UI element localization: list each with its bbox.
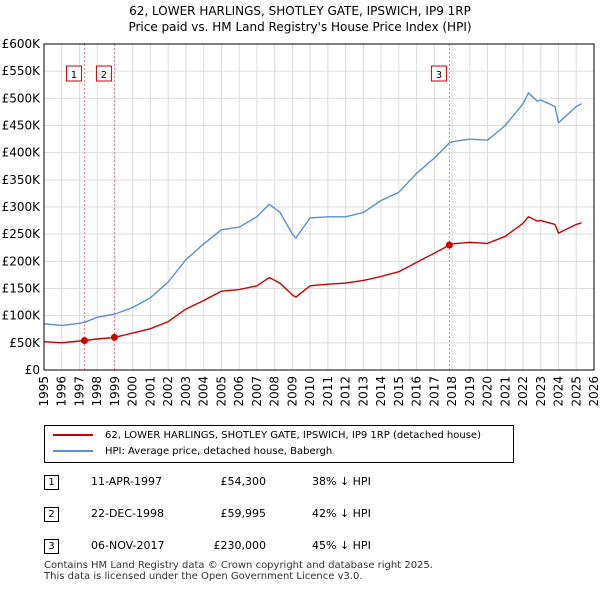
sale-point <box>445 241 453 249</box>
footer-licence: This data is licensed under the Open Gov… <box>44 571 363 582</box>
x-tick-label: 2023 <box>534 376 548 407</box>
x-tick-label: 2004 <box>197 376 211 407</box>
legend: 62, LOWER HARLINGS, SHOTLEY GATE, IPSWIC… <box>44 425 514 463</box>
x-tick-label: 1998 <box>90 376 104 407</box>
sale-date: 11-APR-1997 <box>91 475 163 488</box>
x-tick-label: 2019 <box>463 376 477 407</box>
sale-marker-box <box>95 65 112 82</box>
sale-point <box>110 333 118 341</box>
legend-item-hpi: HPI: Average price, detached house, Babe… <box>53 445 332 459</box>
y-tick-label: £250K <box>2 227 42 241</box>
x-tick-label: 2015 <box>392 376 406 407</box>
y-tick-label: £100K <box>2 309 42 323</box>
y-tick-label: £200K <box>2 254 42 268</box>
x-tick-label: 2003 <box>179 376 193 407</box>
x-tick-label: 2013 <box>356 376 370 407</box>
x-tick-label: 2008 <box>268 376 282 407</box>
sale-hpi-diff: 42% ↓ HPI <box>312 507 371 520</box>
x-tick-label: 1996 <box>55 376 69 407</box>
legend-swatch-property <box>53 434 93 436</box>
x-tick-label: 1995 <box>37 376 51 407</box>
sale-marker-box <box>65 65 82 82</box>
y-tick-label: £0 <box>25 363 40 377</box>
y-tick-label: £550K <box>2 64 42 78</box>
sale-marker-label: 2 <box>101 70 107 81</box>
x-tick-label: 2007 <box>250 376 264 407</box>
hpi-line <box>43 92 582 327</box>
sale-marker-label: 3 <box>436 70 442 81</box>
sale-marker-box <box>430 65 447 82</box>
x-tick-label: 2002 <box>161 376 175 407</box>
legend-label-property: 62, LOWER HARLINGS, SHOTLEY GATE, IPSWIC… <box>105 430 481 441</box>
x-tick-label: 2021 <box>498 376 512 407</box>
sale-number-badge: 3 <box>44 539 59 554</box>
x-tick-label: 1999 <box>108 376 122 407</box>
x-tick-label: 2025 <box>569 376 583 407</box>
x-tick-label: 2017 <box>427 376 441 407</box>
sale-hpi-diff: 45% ↓ HPI <box>312 539 371 552</box>
sale-price: £54,300 <box>220 475 267 488</box>
price-chart: £0 £50K £100K £150K £200K £250K £300K £350K £400… <box>2 37 600 407</box>
property-price-line <box>43 216 582 344</box>
x-tick-label: 2024 <box>552 376 566 407</box>
x-tick-label: 2005 <box>214 376 228 407</box>
sale-date: 06-NOV-2017 <box>91 539 165 552</box>
sale-marker-label: 1 <box>71 70 77 81</box>
sale-price: £59,995 <box>220 507 267 520</box>
chart-subtitle: Price paid vs. HM Land Registry's House … <box>128 20 472 34</box>
x-tick-label: 2022 <box>516 376 530 407</box>
footer: Contains HM Land Registry data © Crown c… <box>44 560 433 582</box>
sale-point <box>80 336 88 344</box>
plot-frame <box>43 43 595 371</box>
sale-date: 22-DEC-1998 <box>91 507 165 520</box>
y-tick-label: £500K <box>2 91 42 105</box>
x-tick-label: 1997 <box>72 376 86 407</box>
x-tick-label: 2026 <box>587 376 600 407</box>
legend-swatch-hpi <box>53 450 93 452</box>
y-tick-label: £450K <box>2 119 42 133</box>
y-tick-label: £600K <box>2 37 42 51</box>
x-tick-label: 2000 <box>126 376 140 407</box>
legend-label-hpi: HPI: Average price, detached house, Babe… <box>105 446 333 457</box>
x-tick-label: 2006 <box>232 376 246 407</box>
x-tick-label: 2010 <box>303 376 317 407</box>
x-tick-label: 2020 <box>481 376 495 407</box>
y-tick-label: £350K <box>2 173 42 187</box>
x-tick-label: 2016 <box>410 376 424 407</box>
y-tick-label: £150K <box>2 282 42 296</box>
sale-number-badge: 2 <box>44 507 59 522</box>
sale-price: £230,000 <box>213 539 267 552</box>
x-tick-label: 2001 <box>143 376 157 407</box>
x-tick-label: 2012 <box>339 376 353 407</box>
sale-hpi-diff: 38% ↓ HPI <box>312 475 371 488</box>
chart-title: 62, LOWER HARLINGS, SHOTLEY GATE, IPSWIC… <box>129 4 471 18</box>
sale-number-badge: 1 <box>44 475 59 490</box>
x-tick-label: 2018 <box>445 376 459 407</box>
y-tick-label: £400K <box>2 146 42 160</box>
x-tick-label: 2011 <box>321 376 335 407</box>
x-tick-label: 2014 <box>374 376 388 407</box>
y-tick-label: £300K <box>2 200 42 214</box>
x-tick-label: 2009 <box>285 376 299 407</box>
legend-item-property: 62, LOWER HARLINGS, SHOTLEY GATE, IPSWIC… <box>53 429 481 443</box>
footer-copyright: Contains HM Land Registry data © Crown c… <box>44 560 433 571</box>
y-tick-label: £50K <box>9 336 41 350</box>
